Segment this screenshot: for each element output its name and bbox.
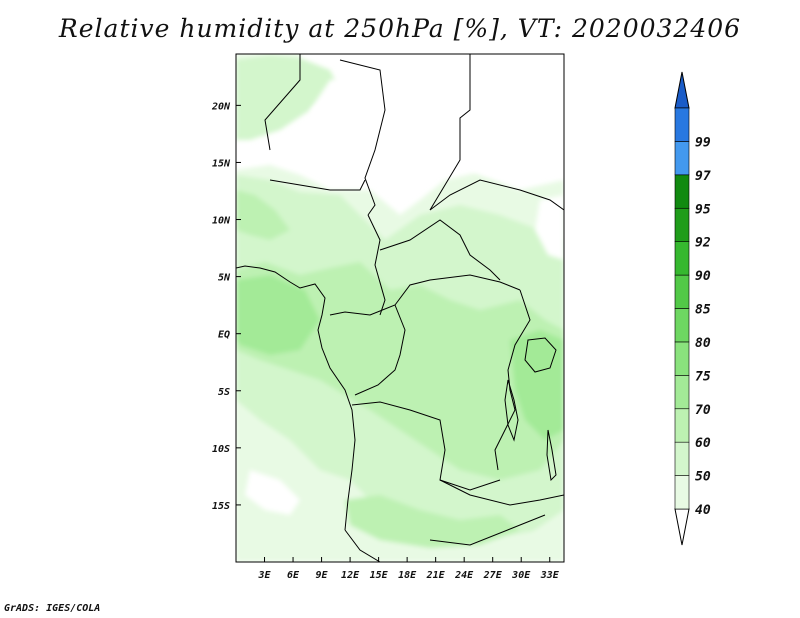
y-axis: 20N 15N 10N 5N EQ 5S 10S 15S — [211, 101, 241, 512]
colorbar-segment — [674, 408, 690, 443]
humidity-contour-75 — [236, 275, 320, 355]
colorbar-label: 85 — [695, 303, 711, 318]
border — [494, 289, 531, 471]
x-tick-label: 15E — [370, 570, 389, 581]
colorbar-label: 99 — [695, 135, 711, 150]
border — [339, 59, 386, 216]
colorbar-segment — [674, 241, 690, 276]
colorbar-max-arrow — [674, 71, 690, 109]
colorbar-segment — [674, 141, 690, 176]
colorbar-segment — [674, 107, 690, 142]
colorbar-segment — [674, 207, 690, 242]
x-tick-label: 27E — [483, 570, 503, 581]
dry-patch-southwest — [245, 470, 300, 515]
colorbar-label: 92 — [695, 236, 711, 251]
border — [367, 214, 386, 316]
x-tick-label: 18E — [398, 570, 417, 581]
colorbar-segment — [674, 475, 690, 510]
coastline — [236, 265, 356, 531]
plot-frame — [235, 53, 565, 563]
border — [429, 514, 546, 546]
border — [429, 54, 471, 211]
colorbar-segment — [674, 441, 690, 476]
border — [344, 529, 381, 562]
humidity-contour-70 — [345, 495, 520, 548]
humidity-contour-60 — [236, 55, 340, 140]
x-axis: 3E 6E 9E 12E 15E 18E 21E 24E 27E 30E 33E — [257, 557, 560, 581]
colorbar-segment — [674, 174, 690, 209]
x-tick-label: 30E — [511, 570, 531, 581]
y-tick-label: 10N — [212, 216, 231, 227]
colorbar-label: 70 — [695, 403, 711, 418]
border — [351, 401, 501, 491]
x-tick-label: 3E — [257, 570, 271, 581]
colorbar-label: 97 — [695, 169, 711, 184]
humidity-field — [236, 54, 564, 562]
colorbar-segment — [674, 375, 690, 410]
y-tick-label: 10S — [212, 444, 230, 455]
dry-patch-sahara — [310, 70, 440, 175]
border — [429, 179, 564, 211]
dry-patch-east — [535, 195, 564, 260]
colorbar: 40 50 60 70 75 80 85 90 92 95 97 99 — [674, 71, 711, 546]
y-tick-label: 20N — [211, 101, 231, 112]
colorbar-segment — [674, 341, 690, 376]
x-tick-label: 12E — [341, 570, 360, 581]
humidity-contour-70 — [236, 190, 290, 240]
grads-credit: GrADS: IGES/COLA — [4, 603, 101, 614]
y-tick-label: EQ — [218, 330, 230, 341]
y-tick-label: 5N — [218, 273, 231, 284]
lake-malawi — [546, 429, 557, 482]
y-tick-label: 5S — [218, 387, 230, 398]
humidity-contour-75 — [510, 330, 564, 440]
border — [354, 304, 406, 396]
colorbar-segment — [674, 274, 690, 309]
y-tick-label: 15N — [212, 158, 231, 169]
x-tick-label: 24E — [454, 570, 474, 581]
colorbar-segment — [674, 308, 690, 343]
colorbar-label: 80 — [695, 336, 711, 351]
border — [329, 274, 521, 316]
plot-area: 3E 6E 9E 12E 15E 18E 21E 24E 27E 30E 33E 20N 15N 10N… — [211, 53, 565, 581]
x-tick-label: 9E — [316, 570, 329, 581]
y-tick-label: 15S — [212, 501, 230, 512]
border — [379, 219, 501, 281]
colorbar-label: 60 — [695, 436, 711, 451]
lake-tanganyika — [504, 379, 519, 442]
lake-victoria — [524, 337, 557, 373]
colorbar-label: 40 — [695, 503, 711, 518]
dry-patch-sahara — [445, 54, 564, 185]
colorbar-min-arrow — [674, 508, 690, 546]
colorbar-label: 95 — [695, 202, 711, 217]
country-borders — [236, 54, 564, 562]
colorbar-label: 90 — [695, 269, 711, 284]
x-tick-label: 33E — [540, 570, 560, 581]
x-tick-label: 21E — [426, 570, 446, 581]
border — [269, 179, 366, 191]
border — [439, 479, 564, 506]
colorbar-label: 75 — [695, 369, 711, 384]
x-tick-label: 6E — [287, 570, 300, 581]
colorbar-label: 50 — [695, 470, 711, 485]
chart-title: Relative humidity at 250hPa [%], VT: 202… — [58, 14, 742, 43]
border — [264, 54, 301, 151]
